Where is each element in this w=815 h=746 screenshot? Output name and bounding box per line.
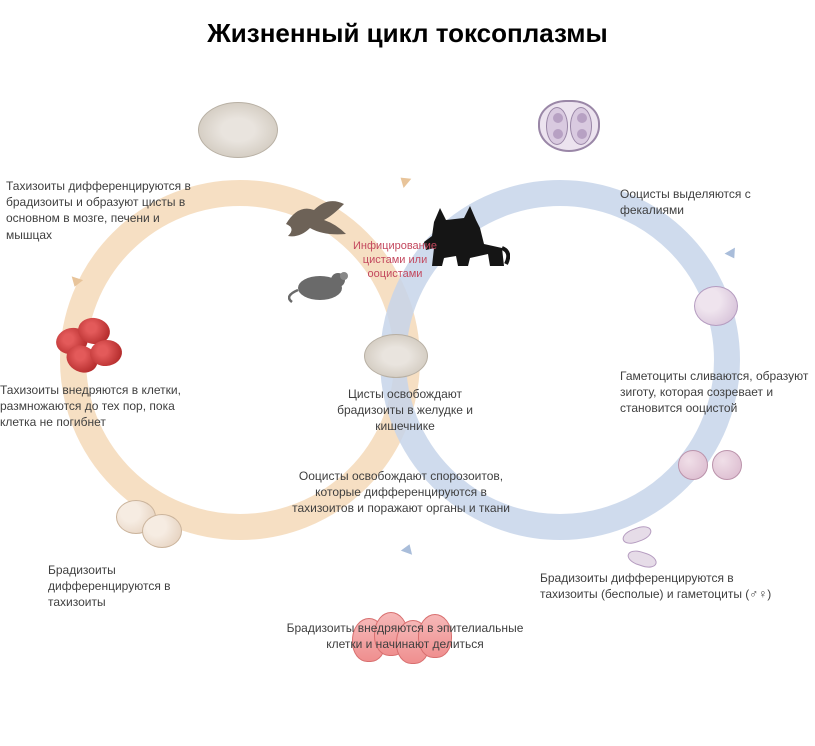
arrowhead-icon xyxy=(401,542,415,555)
gametocyte-crescent-icon xyxy=(622,528,652,556)
tissue-cyst-icon xyxy=(198,102,278,158)
released-oocyst-icon xyxy=(694,286,738,326)
arrowhead-icon xyxy=(397,173,412,188)
label-oocysts-release-sporozoites: Ооцисты освобождают спорозоитов, которые… xyxy=(292,468,510,517)
lifecycle-diagram: Инфицирование цистами или ооцистами Тахи… xyxy=(0,90,815,720)
center-infection-label: Инфицирование цистами или ооцистами xyxy=(340,240,450,281)
zygote-icon xyxy=(678,450,742,480)
label-bradyzoites-to-gametocytes: Брадизоиты дифференцируются в тахизоиты … xyxy=(540,570,780,602)
label-gametocytes-fuse: Гаметоциты сливаются, образуют зиготу, к… xyxy=(620,368,810,417)
red-blood-cells-icon xyxy=(56,318,126,378)
cyst-release-icon xyxy=(364,334,428,378)
arrowhead-icon xyxy=(725,248,740,262)
label-tachyzoites-to-bradyzoites: Тахизоиты дифференцируются в брадизоиты … xyxy=(6,178,206,243)
label-bradyzoites-epithelium: Брадизоиты внедряются в эпителиальные кл… xyxy=(280,620,530,652)
label-tachyzoites-invade: Тахизоиты внедряются в клетки, размножаю… xyxy=(0,382,188,431)
oocyst-icon xyxy=(538,100,600,152)
bird-icon xyxy=(280,194,350,244)
label-bradyzoites-to-tachyzoites: Брадизоиты дифференцируются в тахизоиты xyxy=(48,562,198,611)
label-oocysts-feces: Ооцисты выделяются с фекалиями xyxy=(620,186,800,218)
page-title: Жизненный цикл токсоплазмы xyxy=(0,18,815,49)
label-cysts-release-bradyzoites: Цисты освобождают брадизоиты в желудке и… xyxy=(320,386,490,435)
